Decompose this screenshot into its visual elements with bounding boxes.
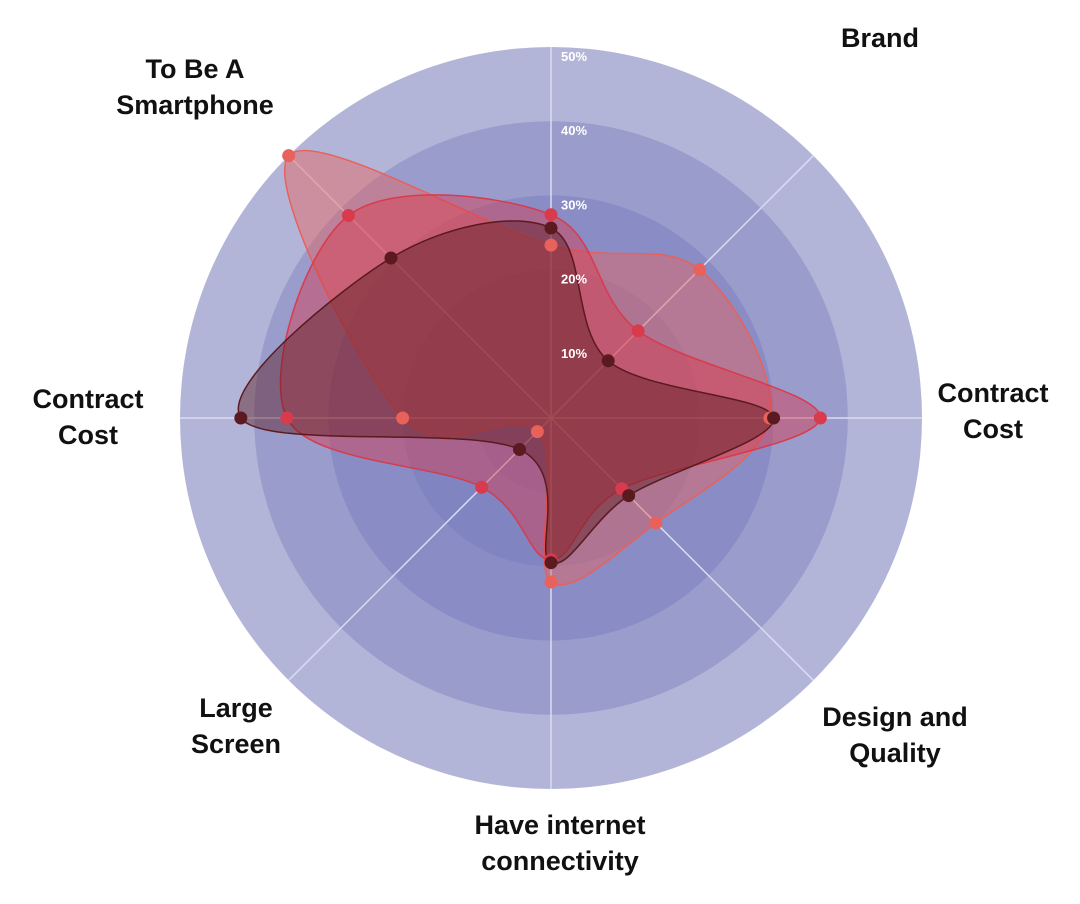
data-point bbox=[475, 480, 489, 494]
data-point bbox=[530, 425, 544, 439]
data-point bbox=[280, 411, 294, 425]
data-point bbox=[282, 149, 296, 163]
data-point bbox=[544, 556, 558, 570]
data-point bbox=[692, 263, 706, 277]
data-point bbox=[384, 251, 398, 265]
tick-label: 40% bbox=[561, 123, 587, 138]
axis-label: Brand bbox=[840, 23, 919, 53]
data-point bbox=[622, 489, 636, 503]
axis-label: Design and Quality bbox=[822, 702, 968, 768]
tick-label: 10% bbox=[561, 346, 587, 361]
data-point bbox=[341, 208, 355, 222]
spoke bbox=[288, 155, 552, 419]
tick-label: 20% bbox=[561, 272, 587, 287]
series-area bbox=[237, 220, 775, 565]
series-area bbox=[283, 149, 772, 586]
data-point bbox=[631, 324, 645, 338]
axis-label: Large Screen bbox=[190, 693, 282, 759]
data-point bbox=[544, 238, 558, 252]
spoke bbox=[550, 417, 814, 681]
data-point bbox=[544, 208, 558, 222]
data-point bbox=[544, 575, 558, 589]
spoke bbox=[550, 155, 814, 419]
spoke bbox=[288, 417, 552, 681]
data-point bbox=[544, 221, 558, 235]
tick-label: 30% bbox=[561, 197, 587, 212]
data-point bbox=[767, 411, 781, 425]
data-point bbox=[649, 516, 663, 530]
data-point bbox=[513, 442, 527, 456]
tick-label: 50% bbox=[561, 49, 587, 64]
data-point bbox=[234, 411, 248, 425]
data-point bbox=[813, 411, 827, 425]
data-point bbox=[396, 411, 410, 425]
axis-label: Contract Cost bbox=[32, 384, 144, 450]
axis-label: Contract Cost bbox=[937, 378, 1049, 444]
axis-label: Have internet connectivity bbox=[474, 810, 646, 876]
axis-label: To Be A Smartphone bbox=[116, 54, 274, 120]
data-point bbox=[601, 354, 615, 368]
